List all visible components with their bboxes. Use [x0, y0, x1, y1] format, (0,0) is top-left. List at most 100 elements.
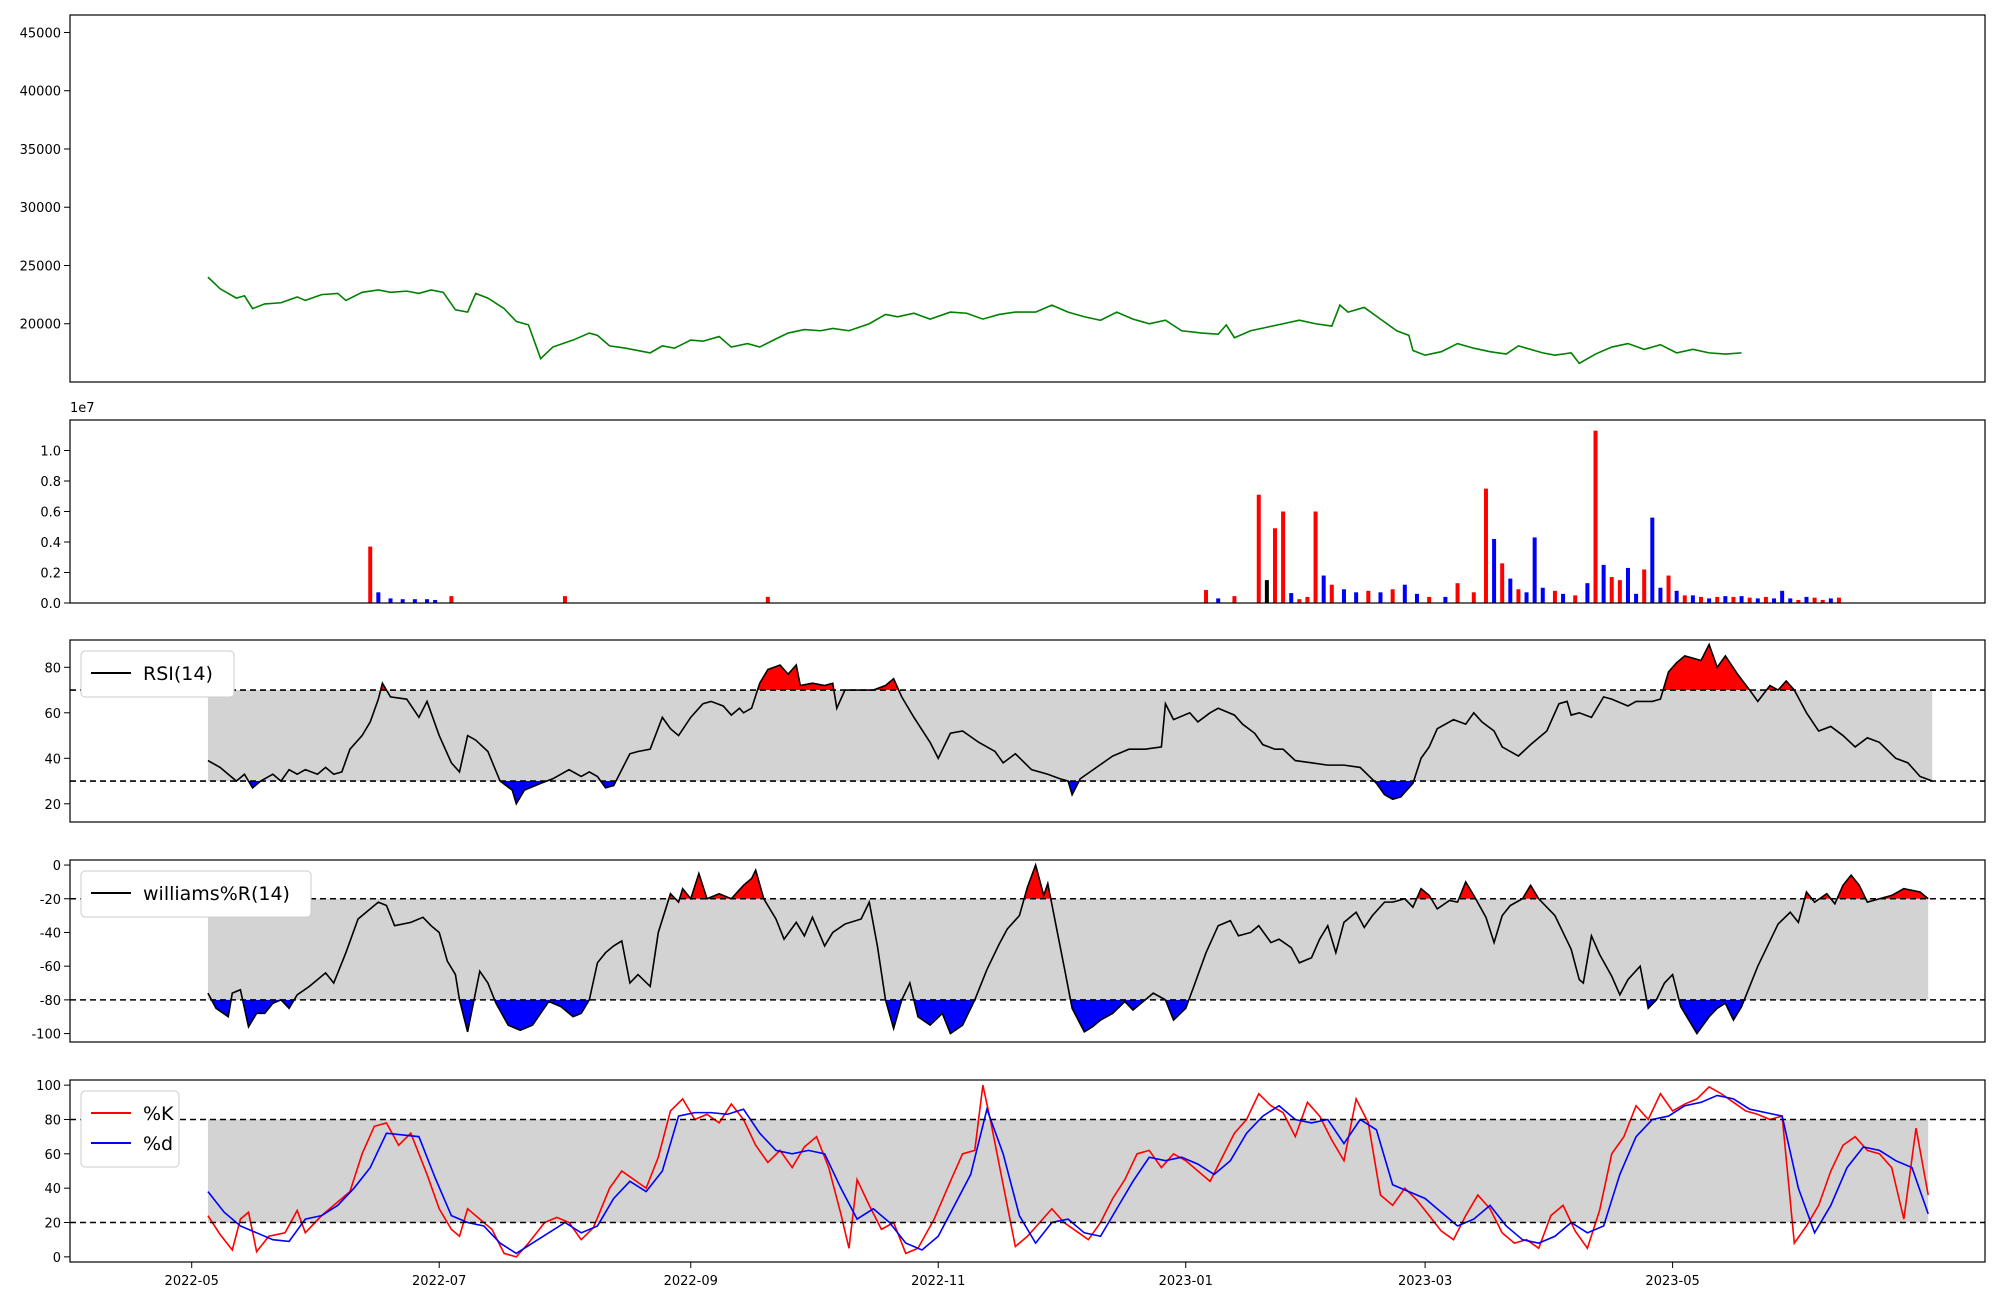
stochastic-ytick-label: 60 [44, 1148, 61, 1163]
volume-bar [765, 596, 770, 603]
volume-bar [1443, 596, 1448, 603]
volume-bar [1828, 598, 1833, 603]
williams-line [207, 862, 1929, 1036]
volume-bar [388, 598, 393, 603]
volume-bar [1264, 580, 1269, 603]
williams-oversold-fill [885, 999, 902, 1029]
rsi-ytick-label: 60 [44, 707, 61, 722]
williams-ytick-label: 0 [53, 859, 61, 874]
rsi-ytick-label: 80 [44, 661, 61, 676]
volume-bar [1609, 577, 1614, 603]
volume-bar [1707, 598, 1712, 603]
volume-bar [1561, 593, 1566, 603]
volume-bar [376, 592, 381, 603]
volume-bar [1402, 584, 1407, 603]
williams-overbought-fill [1458, 881, 1476, 899]
williams-overbought-fill [690, 873, 707, 899]
volume-offset-label: 1e7 [70, 401, 95, 416]
volume-bar [1272, 528, 1277, 603]
williams-overbought-fill [1879, 888, 1929, 899]
volume-bar [1715, 596, 1720, 603]
rsi-band [207, 690, 1933, 782]
volume-bar [562, 596, 567, 603]
williams-ytick-label: -40 [40, 926, 61, 941]
volume-bar [400, 599, 405, 603]
williams-oversold-fill [280, 999, 295, 1009]
volume-bar [1625, 567, 1630, 603]
volume-bar [1573, 595, 1578, 603]
date-tick-label: 2022-05 [165, 1274, 219, 1289]
volume-bar [1256, 494, 1261, 603]
volume-bar [1297, 599, 1302, 603]
volume-ytick-label: 0.4 [40, 536, 61, 551]
rsi-ytick-label: 20 [44, 798, 61, 813]
stochastic-legend-label: %K [143, 1103, 174, 1125]
williams-ytick-label: -20 [40, 893, 61, 908]
volume-bar [1329, 584, 1334, 603]
volume-ytick-label: 1.0 [40, 445, 61, 460]
volume-bar [1390, 589, 1395, 603]
price-ytick-label: 40000 [20, 85, 61, 100]
date-tick-label: 2023-01 [1159, 1274, 1213, 1289]
rsi-ytick-label: 40 [44, 752, 61, 767]
volume-bar [1341, 589, 1346, 603]
volume-bar [1532, 537, 1537, 603]
volume-bar [1524, 592, 1529, 603]
williams-overbought-fill [1024, 865, 1051, 899]
williams-ytick-label: -100 [31, 1028, 61, 1043]
volume-bar [1723, 596, 1728, 603]
volume-ytick-label: 0.2 [40, 567, 61, 582]
williams-overbought-fill [1522, 885, 1539, 899]
volume-bar [1483, 488, 1488, 603]
volume-bar [1780, 590, 1785, 603]
volume-bar [1772, 598, 1777, 603]
williams-oversold-fill [1165, 999, 1189, 1021]
volume-bar [1755, 598, 1760, 603]
williams-overbought-fill [1837, 875, 1866, 899]
williams-oversold-fill [459, 999, 475, 1032]
williams-oversold-fill [494, 999, 590, 1031]
volume-bar [1788, 598, 1793, 603]
date-axis: 2022-05 2022-07 2022-09 2022-11 2023-01 2023-… [165, 1262, 1700, 1289]
volume-bar [1552, 590, 1557, 603]
volume-bar [433, 599, 438, 603]
volume-bar [1698, 596, 1703, 603]
volume-bar [1666, 575, 1671, 603]
rsi-oversold-fill [1374, 781, 1414, 800]
williams-legend-label: williams%R(14) [143, 883, 290, 905]
williams-overbought-fill [731, 870, 764, 899]
volume-bar [1682, 595, 1687, 603]
volume-ytick-label: 0.0 [40, 597, 61, 612]
volume-bar [1289, 593, 1294, 603]
stochastic-legend [80, 1090, 180, 1168]
volume-bar [1305, 596, 1310, 603]
date-tick-label: 2023-03 [1398, 1274, 1452, 1289]
volume-bar [1492, 538, 1497, 603]
volume-bar [1820, 599, 1825, 603]
volume-bar [1690, 595, 1695, 603]
stochastic-ytick-label: 20 [44, 1217, 61, 1232]
williams-oversold-fill [211, 999, 232, 1017]
volume-bar [1650, 517, 1655, 603]
price-ytick-label: 20000 [20, 318, 61, 333]
date-tick-label: 2022-09 [664, 1274, 718, 1289]
stochastic-ytick-label: 40 [44, 1182, 61, 1197]
williams-legend [80, 870, 312, 918]
stochastic-d-line [207, 1094, 1929, 1255]
volume-ytick-label: 0.8 [40, 475, 61, 490]
price-ytick-label: 30000 [20, 201, 61, 216]
volume-bar [1232, 596, 1237, 603]
williams-ytick-label: -80 [40, 994, 61, 1009]
rsi-legend-label: RSI(14) [143, 663, 213, 685]
volume-bar [1658, 587, 1663, 603]
rsi-oversold-fill [500, 781, 547, 804]
volume-bar [1585, 583, 1590, 603]
stochastic-panel: 0 20 40 60 80 100 %K %d [36, 1079, 1986, 1266]
volume-bar [1354, 592, 1359, 603]
volume-bar [425, 599, 430, 603]
volume-bar [1427, 596, 1432, 603]
stochastic-ytick-label: 0 [53, 1251, 61, 1266]
date-tick-label: 2022-07 [412, 1274, 466, 1289]
volume-bar [1763, 596, 1768, 603]
price-ytick-label: 45000 [20, 26, 61, 41]
